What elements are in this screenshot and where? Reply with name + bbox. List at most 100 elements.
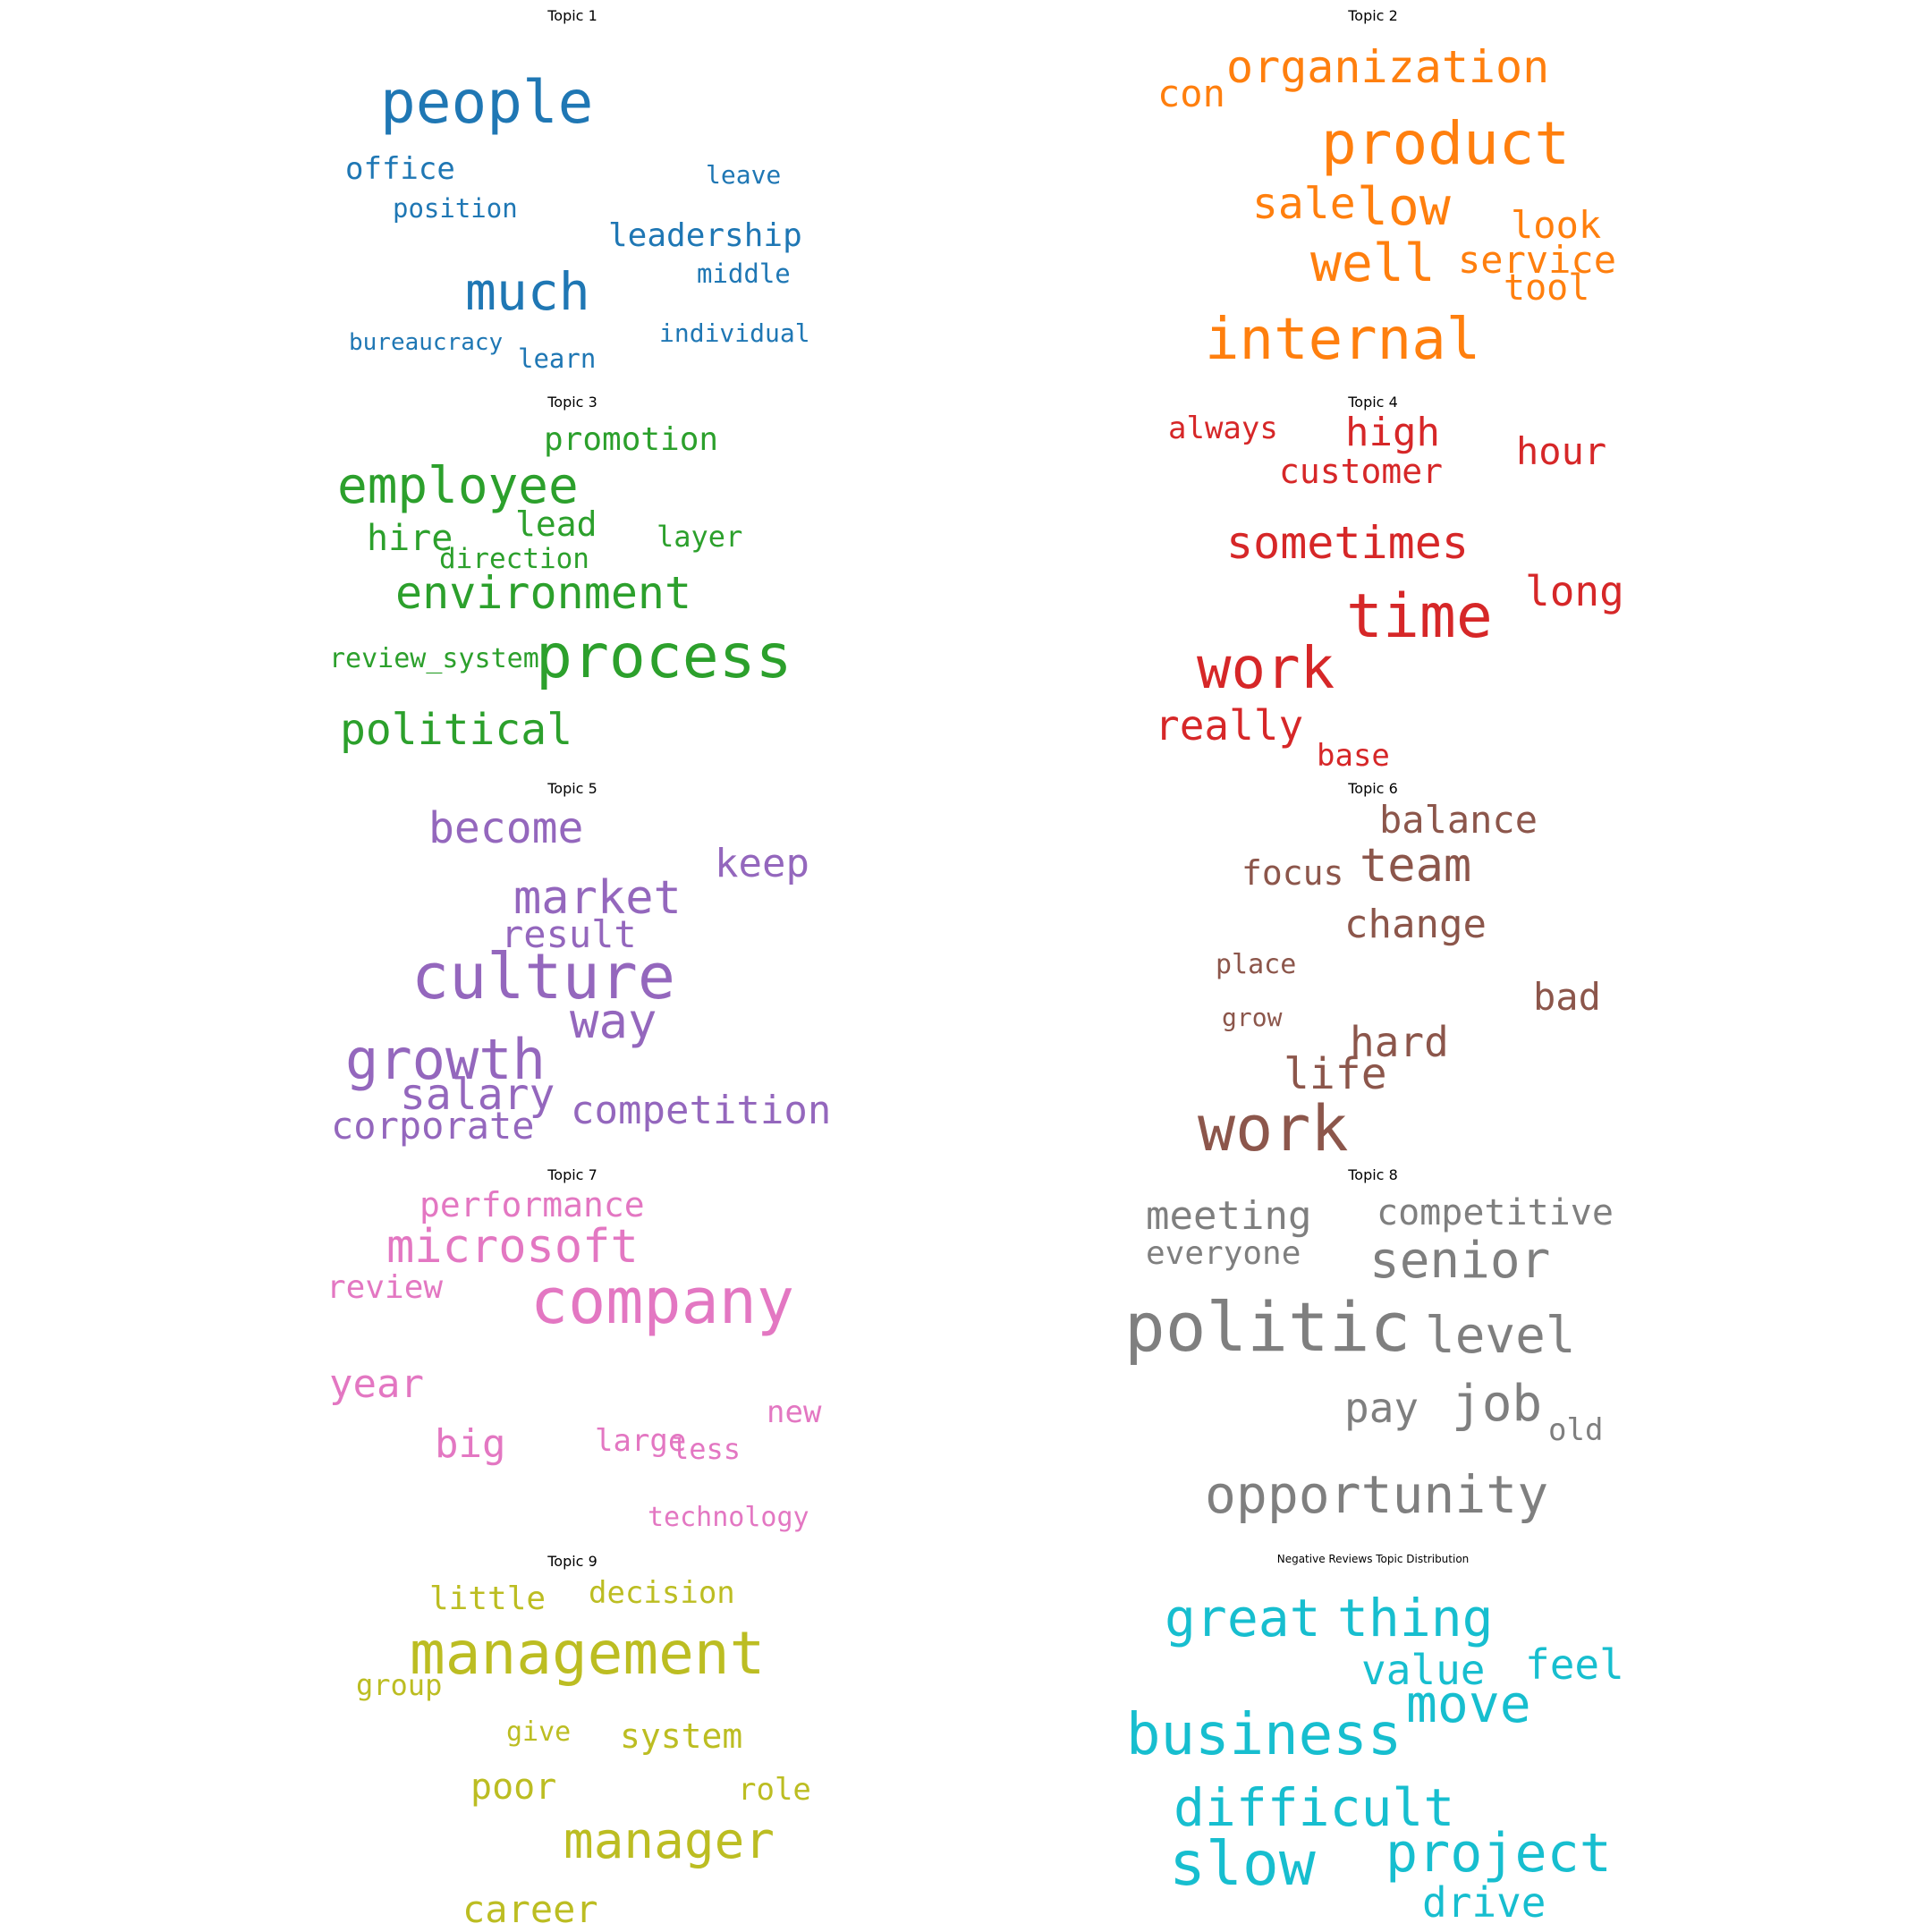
topic-word: middle [697, 258, 791, 289]
topic-2-panel: Topic 2 organization con product sale lo… [970, 0, 1775, 386]
topic-word: manager [564, 1812, 775, 1870]
topic-4-panel: Topic 4 always high hour customer someti… [970, 386, 1775, 773]
topic-word: decision [589, 1575, 735, 1611]
topic-word: salary [400, 1070, 555, 1120]
topic-word: life [1284, 1049, 1387, 1099]
topic-word: everyone [1146, 1235, 1301, 1272]
panel-title: Topic 2 [1348, 7, 1398, 24]
topic-word: sometimes [1226, 517, 1469, 569]
topic-word: year [329, 1361, 424, 1407]
topic-word: system [620, 1716, 743, 1756]
topic-word: company [530, 1265, 795, 1338]
topic-word: microsoft [386, 1220, 639, 1274]
topic-word: learn [518, 343, 597, 374]
topic-word: direction [439, 543, 589, 575]
topic-word: pay [1344, 1384, 1419, 1432]
topic-word: product [1321, 109, 1571, 178]
topic-3-panel: Topic 3 promotion employee lead hire lay… [170, 386, 975, 773]
topic-word: keep [715, 841, 809, 886]
topic-word: review_system [329, 643, 539, 674]
topic-word: place [1216, 949, 1297, 980]
topic-word: political [340, 705, 573, 755]
topic-word: customer [1279, 452, 1444, 491]
topic-word: lead [515, 504, 597, 544]
topic-word: much [465, 261, 590, 322]
topic-word: internal [1205, 307, 1481, 373]
topic-word: job [1452, 1375, 1543, 1433]
topic-word: well [1310, 233, 1436, 293]
topic-word: project [1385, 1822, 1612, 1885]
topic-word: way [570, 993, 657, 1049]
topic-word: senior [1369, 1232, 1551, 1290]
topic-word: low [1357, 176, 1451, 237]
topic-word: large [595, 1423, 687, 1459]
topic-word: culture [411, 940, 676, 1013]
topic-6-panel: Topic 6 balance team focus change place … [970, 773, 1775, 1160]
topic-word: people [380, 68, 594, 137]
topic-word: time [1346, 581, 1493, 652]
panel-title: Topic 7 [547, 1166, 597, 1183]
topic-word: less [672, 1432, 741, 1466]
topic-word: competition [571, 1088, 832, 1133]
topic-word: hard [1350, 1018, 1449, 1066]
topic-word: individual [659, 318, 810, 348]
topic-word: look [1511, 203, 1602, 247]
topic-word: business [1126, 1702, 1402, 1768]
topic-word: base [1317, 738, 1390, 774]
topic-5-panel: Topic 5 become keep market result cultur… [170, 773, 975, 1159]
topic-word: politic [1124, 1287, 1411, 1367]
topic-word: give [506, 1716, 572, 1748]
topic-word: hire [367, 518, 453, 559]
topic-word: meeting [1146, 1193, 1312, 1239]
panel-title: Topic 6 [1348, 780, 1398, 797]
topic-word: position [393, 193, 518, 224]
topic-word: grow [1222, 1003, 1283, 1032]
topic-word: tool [1504, 267, 1590, 309]
topic-word: feel [1525, 1640, 1624, 1689]
topic-word: result [501, 912, 637, 956]
topic-word: service [1458, 238, 1617, 282]
topic-word: leadership [608, 217, 802, 254]
topic-word: role [738, 1772, 811, 1808]
topic-word: career [462, 1887, 598, 1931]
topic-word: competitive [1377, 1192, 1614, 1233]
topic-word: thing [1337, 1588, 1494, 1648]
topic-word: management [410, 1619, 766, 1688]
topic-word: little [429, 1580, 547, 1617]
topic-8-panel: Topic 8 meeting competitive everyone sen… [970, 1159, 1775, 1546]
topic-word: office [345, 151, 455, 187]
topic-word: really [1155, 701, 1304, 750]
topic-word: become [428, 803, 584, 853]
topic-word: great [1165, 1588, 1321, 1648]
topic-word: process [536, 622, 792, 692]
topic-word: balance [1379, 798, 1538, 842]
topic-word: performance [419, 1185, 645, 1224]
topic-word: review [326, 1269, 444, 1306]
panel-title: Negative Reviews Topic Distribution [1276, 1553, 1470, 1565]
topic-word: organization [1226, 41, 1550, 93]
topic-9-panel: Topic 9 little decision management group… [170, 1546, 975, 1932]
panel-title: Topic 4 [1348, 394, 1398, 411]
topic-word: layer [657, 520, 743, 554]
topic-word: big [435, 1421, 506, 1467]
topic-word: high [1345, 410, 1440, 455]
topic-word: employee [337, 457, 579, 515]
negative-reviews-panel: Negative Reviews Topic Distribution grea… [970, 1546, 1775, 1932]
topic-word: corporate [331, 1104, 535, 1148]
topic-word: promotion [544, 421, 719, 458]
topic-word: technology [648, 1502, 809, 1533]
panel-title: Topic 3 [547, 394, 597, 411]
topic-word: work [1197, 636, 1335, 702]
topic-word: focus [1241, 853, 1344, 893]
topic-word: team [1360, 839, 1472, 893]
topic-word: difficult [1174, 1777, 1455, 1838]
topic-word: poor [470, 1767, 557, 1808]
topic-word: always [1168, 411, 1278, 446]
topic-word: sale [1252, 179, 1356, 229]
topic-word: slow [1169, 1829, 1316, 1900]
panel-title: Topic 8 [1348, 1166, 1398, 1183]
topic-word: value [1361, 1646, 1486, 1694]
topic-word: con [1157, 72, 1225, 115]
topic-word: bureaucracy [349, 329, 504, 356]
topic-word: growth [345, 1027, 546, 1092]
